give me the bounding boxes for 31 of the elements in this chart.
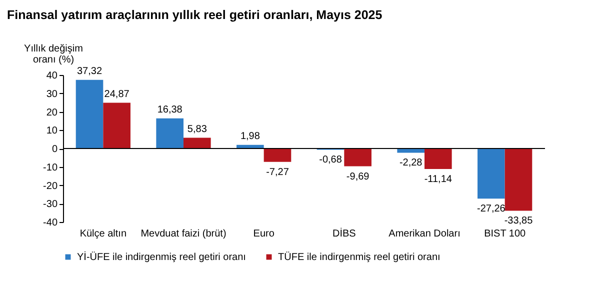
y-tick-label: 40	[46, 70, 58, 82]
y-axis-title: Yıllık değişim oranı (%)	[24, 44, 83, 66]
y-tick-label: -40	[43, 218, 58, 228]
x-tick-label: Külçe altın	[80, 228, 127, 240]
data-label: -9,69	[346, 171, 370, 182]
data-label: -11,14	[424, 174, 452, 185]
y-tick-label: 30	[46, 88, 58, 100]
data-label: -27,26	[476, 204, 506, 215]
chart-title: Finansal yatırım araçlarının yıllık reel getiri oranları, Mayıs 2025	[7, 8, 382, 22]
data-label: 24,87	[104, 88, 130, 100]
x-tick-label: Euro	[253, 228, 275, 240]
data-label: 5,83	[187, 124, 208, 135]
y-tick-label: -20	[43, 180, 58, 192]
x-tick-label: Mevduat faizi (brüt)	[140, 228, 226, 240]
data-label: -2,28	[399, 158, 423, 169]
x-tick-label: DİBS	[332, 228, 356, 240]
x-tick-label: BIST 100	[484, 228, 526, 240]
data-label: -7,27	[266, 166, 290, 178]
y-tick-label: -30	[43, 199, 58, 210]
legend-label: TÜFE ile indirgenmiş reel getiri oranı	[278, 251, 440, 263]
y-tick-label: 20	[46, 107, 58, 118]
y-tick-label: -10	[43, 162, 58, 174]
y-tick-label: 10	[46, 126, 58, 137]
data-label: 37,32	[76, 66, 102, 77]
data-label: 1,98	[240, 130, 260, 142]
data-label: -33,85	[504, 216, 534, 227]
y-tick-label: 0	[52, 144, 58, 155]
data-label: 16,38	[157, 104, 183, 116]
legend-label: Yİ-ÜFE ile indirgenmiş reel getiri oranı	[77, 251, 246, 263]
x-tick-label: Amerikan Doları	[388, 228, 460, 240]
data-label: -0,68	[319, 154, 342, 166]
